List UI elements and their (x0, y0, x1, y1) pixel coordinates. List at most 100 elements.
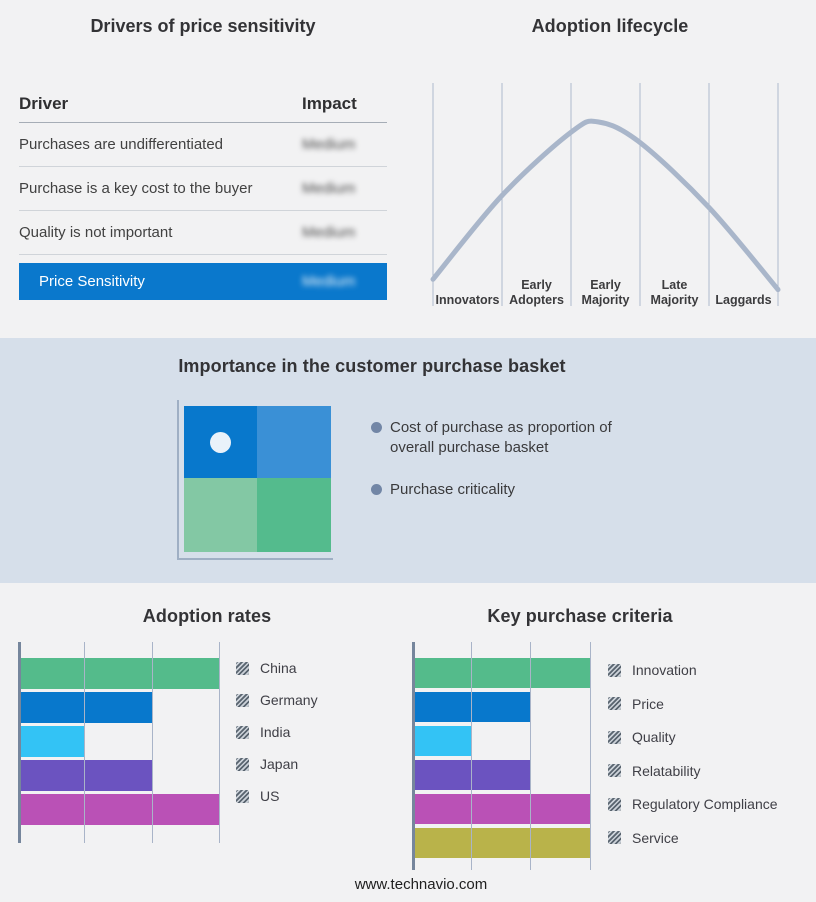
legend-label: Relatability (632, 762, 701, 779)
legend-item-price: Price (608, 695, 778, 712)
quadrant-bottom-right (257, 478, 331, 552)
basket-bullet-text: Cost of purchase as proportion of overal… (390, 419, 612, 456)
lifecycle-stage-late-majority: Late Majority (650, 278, 699, 307)
driver-label: Purchases are undifferentiated (19, 136, 224, 153)
driver-impact-blurred: Medium (302, 224, 356, 241)
legend-label: Quality (632, 729, 676, 745)
legend-item-quality: Quality (608, 729, 778, 745)
technavio-url: www.technavio.com (354, 876, 488, 893)
legend-label: Price (632, 695, 664, 712)
price-sensitivity-row: Price Sensitivity Medium (19, 263, 387, 300)
drivers-table-rows: Purchases are undifferentiated Medium Purc… (19, 123, 387, 255)
key-purchase-criteria-plot (412, 642, 591, 870)
impact-column-header: Impact (302, 94, 357, 113)
lifecycle-stage-laggards: Laggards (715, 293, 772, 307)
chart-gridline (219, 642, 220, 843)
purchase-basket-band (0, 338, 816, 583)
legend-label: India (260, 724, 291, 740)
driver-row-purchase-is-a-key-cost-t: Purchase is a key cost to the buyer Mediu… (19, 167, 387, 211)
adoption-rates-title: Adoption rates (142, 606, 272, 626)
key-purchase-criteria-legend: Innovation Price Quality Relatability Regula… (608, 662, 778, 864)
bar-innovation (412, 658, 591, 688)
bar-price (412, 692, 532, 722)
key-purchase-criteria-title: Key purchase criteria (487, 606, 673, 626)
chart-gridline (530, 642, 532, 870)
adoption-rates-legend: China Germany India Japan US (236, 660, 318, 821)
lifecycle-bell-curve (430, 118, 781, 293)
legend-item-service: Service (608, 829, 778, 846)
price-sensitivity-label: Price Sensitivity (39, 273, 145, 290)
drivers-panel-title: Drivers of price sensitivity (90, 16, 316, 36)
legend-item-germany: Germany (236, 692, 318, 708)
basket-bullet-text: Purchase criticality (390, 481, 516, 498)
chart-gridline (151, 642, 153, 843)
adoption-lifecycle-chart: Innovators Early Adopters Early Majority La… (425, 83, 795, 308)
driver-label: Quality is not important (19, 224, 173, 241)
legend-label: Service (632, 829, 679, 846)
legend-label: Germany (260, 692, 318, 708)
driver-column-header: Driver (19, 94, 69, 113)
legend-swatch-icon (236, 757, 249, 771)
legend-swatch-icon (236, 693, 249, 707)
legend-item-relatability: Relatability (608, 762, 778, 779)
lifecycle-stage-labels: Innovators Early Adopters Early Majority La… (433, 278, 778, 308)
chart-y-axis (18, 642, 21, 843)
legend-item-regulatory-compliance: Regulatory Compliance (608, 796, 778, 812)
lifecycle-stage-early-majority: Early Majority (581, 278, 630, 307)
legend-swatch-icon (236, 661, 249, 675)
legend-label: Regulatory Compliance (632, 796, 778, 812)
lifecycle-title: Adoption lifecycle (531, 16, 689, 36)
basket-bullet-list: Cost of purchase as proportion of overal… (371, 418, 641, 523)
legend-swatch-icon (608, 797, 621, 811)
legend-swatch-icon (608, 663, 621, 677)
drivers-table-header: Driver Impact (19, 94, 387, 123)
legend-item-china: China (236, 660, 318, 676)
quadrant-bottom-left (184, 478, 257, 552)
bar-us (18, 794, 220, 825)
legend-swatch-icon (608, 697, 621, 710)
drivers-panel: Drivers of price sensitivity Driver Impa… (19, 16, 387, 300)
driver-impact-blurred: Medium (302, 180, 356, 197)
chart-gridline (590, 642, 591, 870)
driver-label: Purchase is a key cost to the buyer (19, 180, 253, 197)
driver-impact-blurred: Medium (302, 136, 356, 153)
legend-item-us: US (236, 788, 318, 804)
chart-gridline (84, 642, 86, 843)
basket-bullet-item: Cost of purchase as proportion of overal… (371, 418, 641, 457)
chart-y-axis (412, 642, 415, 870)
driver-row-purchases-are-undifferen: Purchases are undifferentiated Medium (19, 123, 387, 167)
legend-item-innovation: Innovation (608, 662, 778, 678)
legend-label: US (260, 788, 280, 804)
quadrant-x-axis (177, 558, 333, 560)
price-sensitivity-impact-blurred: Medium (302, 273, 356, 290)
bar-china (18, 658, 220, 689)
legend-label: China (260, 660, 297, 676)
adoption-rates-plot (18, 642, 220, 843)
quadrant-y-axis (177, 400, 179, 560)
bullet-dot-icon (371, 484, 382, 495)
chart-gridline (470, 642, 472, 870)
bar-relatability (412, 760, 532, 790)
legend-swatch-icon (236, 789, 249, 803)
legend-label: Japan (260, 756, 299, 772)
legend-swatch-icon (608, 831, 621, 844)
bar-japan (18, 760, 153, 791)
bar-germany (18, 692, 153, 723)
quadrant-marker-dot (210, 432, 231, 453)
basket-title: Importance in the customer purchase bask… (178, 356, 566, 376)
legend-swatch-icon (608, 730, 621, 744)
legend-label: Innovation (632, 662, 697, 678)
basket-bullet-item: Purchase criticality (371, 480, 641, 500)
bar-quality (412, 726, 472, 756)
bullet-dot-icon (371, 422, 382, 433)
lifecycle-stage-innovators: Innovators (435, 293, 500, 307)
quadrant-top-right (257, 406, 331, 478)
legend-item-india: India (236, 724, 318, 740)
legend-item-japan: Japan (236, 756, 318, 772)
legend-swatch-icon (236, 725, 249, 739)
bar-service (412, 828, 591, 858)
legend-swatch-icon (608, 764, 621, 777)
lifecycle-curve-svg (430, 83, 781, 306)
bar-regulatory-compliance (412, 794, 591, 824)
